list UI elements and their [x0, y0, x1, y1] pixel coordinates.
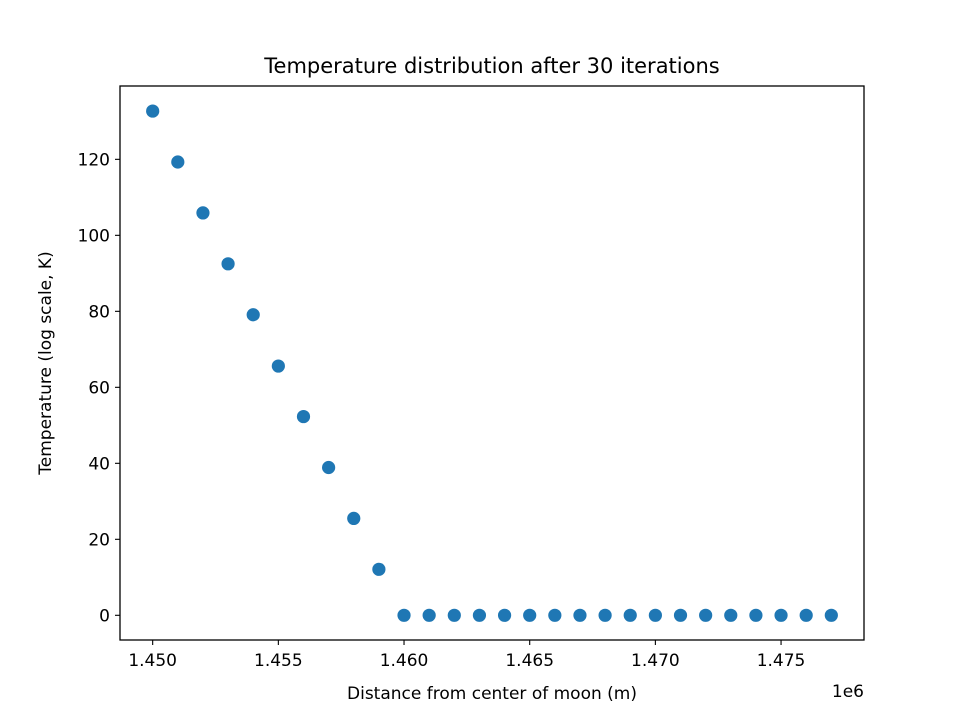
data-point	[623, 608, 637, 622]
data-point	[447, 608, 461, 622]
data-point	[598, 608, 612, 622]
y-tick-label: 80	[88, 302, 110, 322]
data-point	[347, 511, 361, 526]
data-point	[196, 206, 210, 220]
y-tick-label: 120	[78, 150, 110, 170]
x-tick-label: 1.460	[380, 651, 429, 671]
data-point	[699, 608, 713, 622]
data-point	[296, 409, 311, 424]
data-point	[422, 608, 436, 622]
data-point	[171, 155, 185, 169]
data-point	[497, 608, 512, 622]
x-axis-ticks: 1.450 1.455 1.460 1.465 1.470 1.475	[128, 640, 805, 671]
x-tick-label: 1.455	[254, 651, 303, 671]
x-axis-offset-label: 1e6	[832, 682, 864, 702]
data-point	[221, 257, 235, 271]
data-point	[472, 608, 487, 622]
y-axis-ticks: 0 20 40 60 80 100 120	[78, 150, 120, 626]
data-point	[573, 608, 587, 622]
x-tick-label: 1.450	[128, 651, 177, 671]
data-points	[146, 104, 838, 622]
data-point	[523, 608, 537, 622]
plot-frame	[119, 85, 865, 641]
data-point	[397, 608, 411, 622]
data-point	[372, 562, 386, 576]
data-point	[146, 104, 160, 118]
data-point	[271, 359, 285, 373]
y-tick-label: 100	[78, 226, 110, 246]
data-point	[749, 608, 763, 622]
x-axis-label: Distance from center of moon (m)	[347, 684, 637, 704]
y-tick-label: 0	[99, 606, 110, 626]
data-point	[648, 608, 662, 622]
y-tick-label: 20	[88, 530, 110, 550]
data-point	[824, 608, 838, 622]
x-tick-label: 1.470	[631, 651, 680, 671]
data-point	[799, 608, 813, 622]
data-point	[673, 608, 688, 622]
data-point	[774, 608, 788, 622]
data-point	[322, 460, 336, 475]
x-tick-label: 1.465	[505, 651, 554, 671]
chart-title: Temperature distribution after 30 iterat…	[263, 54, 719, 78]
x-tick-label: 1.475	[757, 651, 806, 671]
data-point	[548, 608, 562, 622]
y-tick-label: 40	[88, 454, 110, 474]
y-axis-label: Temperature (log scale, K)	[36, 251, 56, 475]
data-point	[246, 308, 260, 322]
data-point	[724, 608, 738, 622]
y-tick-label: 60	[88, 378, 110, 398]
